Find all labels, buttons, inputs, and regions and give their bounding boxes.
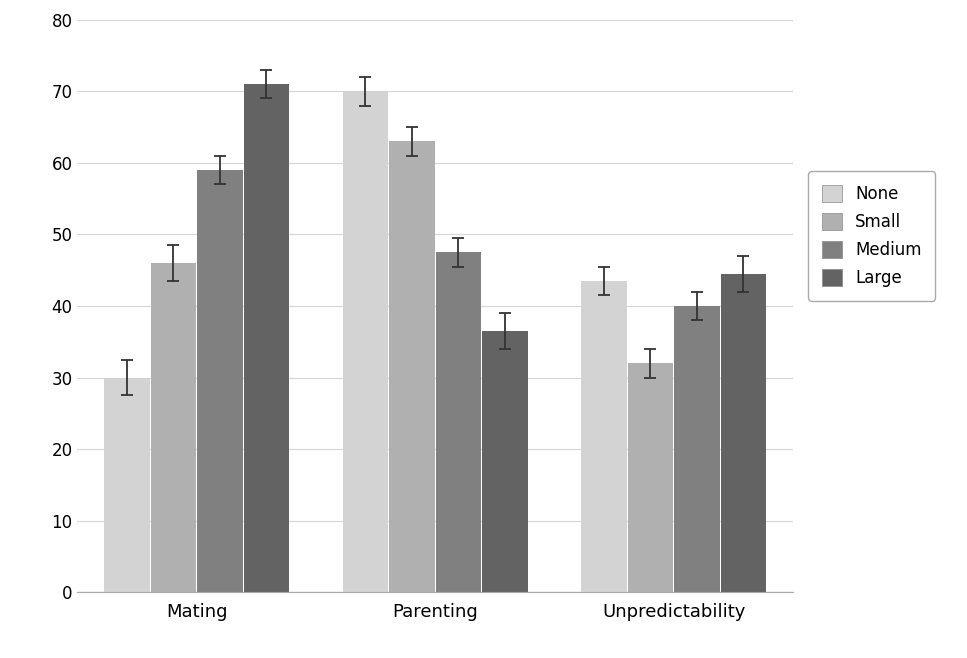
Bar: [581, 281, 627, 592]
Bar: [244, 84, 289, 592]
Bar: [720, 274, 766, 592]
Bar: [628, 363, 673, 592]
Bar: [104, 378, 150, 592]
Bar: [436, 252, 481, 592]
Bar: [483, 331, 528, 592]
Bar: [197, 170, 243, 592]
Bar: [390, 141, 434, 592]
Bar: [151, 263, 196, 592]
Bar: [674, 306, 719, 592]
Legend: None, Small, Medium, Large: None, Small, Medium, Large: [808, 171, 935, 301]
Bar: [342, 91, 388, 592]
